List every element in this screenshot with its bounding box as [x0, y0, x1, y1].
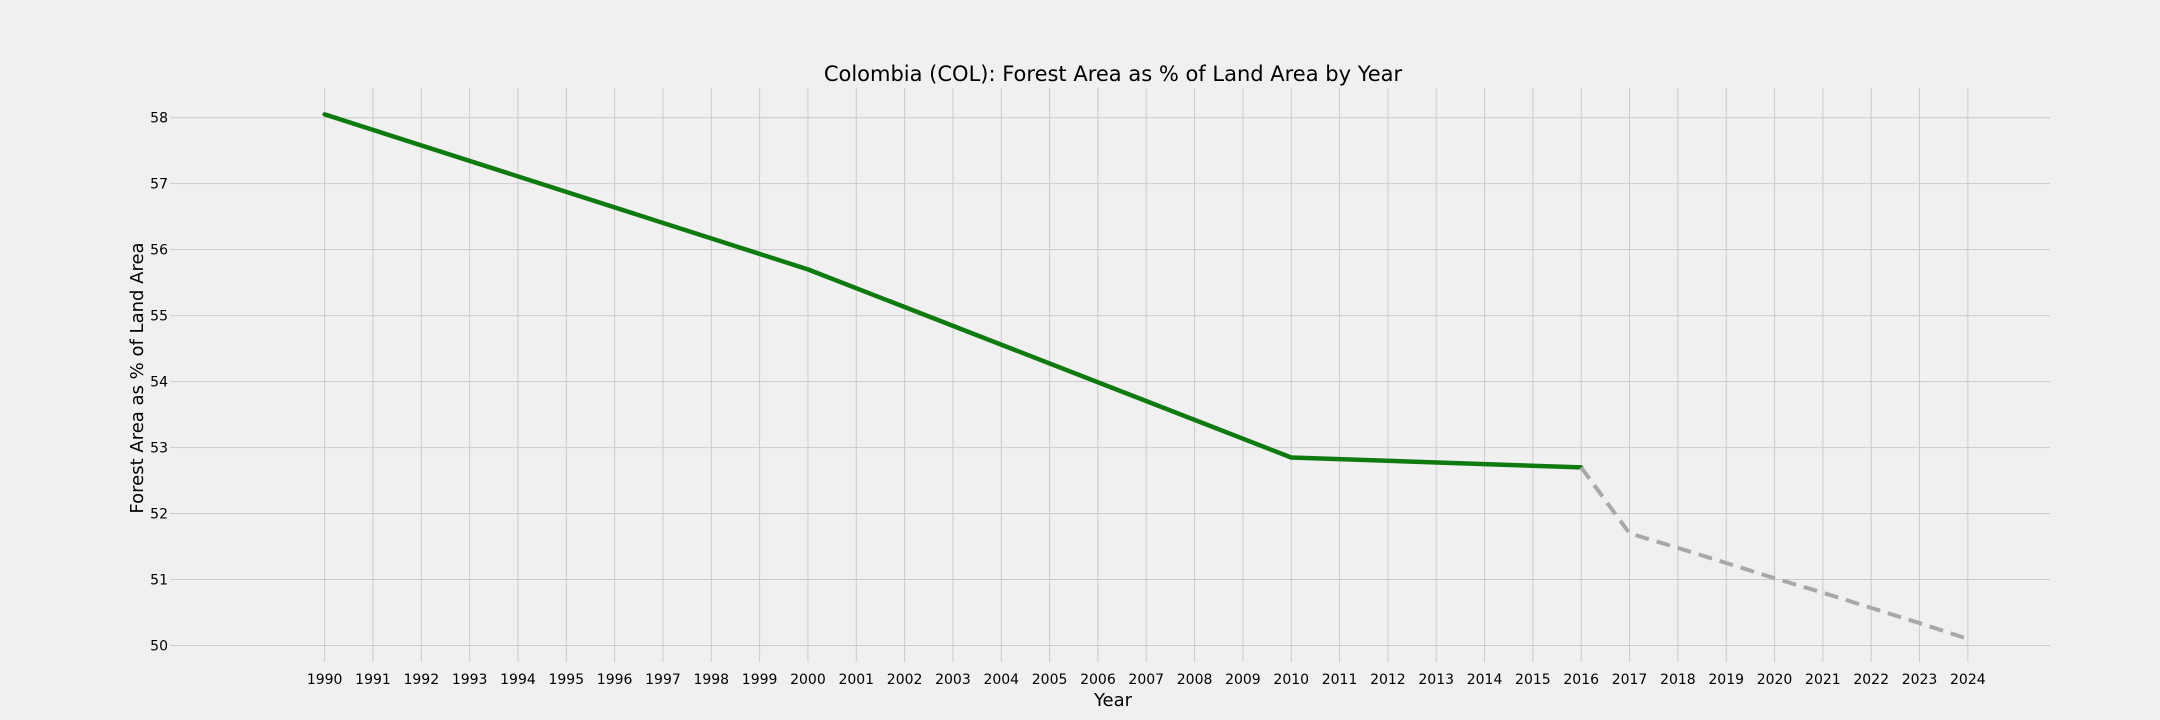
x-tick-label: 1990: [307, 672, 343, 688]
observed-series-line: [322, 112, 1584, 470]
x-tick-label: 2010: [1273, 672, 1309, 688]
x-tick-label: 2005: [1032, 672, 1068, 688]
y-tick-label: 55: [150, 309, 168, 325]
x-tick-label: 2022: [1853, 672, 1889, 688]
x-tick-label: 1991: [355, 672, 391, 688]
x-axis-label: Year: [1093, 690, 1133, 711]
x-tick-label: 2016: [1563, 672, 1599, 688]
x-axis-ticks: 1990 1991 1992 1993 1994 1995 1996 1997 1998 1999…: [307, 672, 1986, 688]
y-tick-label: 56: [150, 243, 168, 259]
x-tick-label: 2023: [1902, 672, 1938, 688]
x-tick-label: 1995: [548, 672, 584, 688]
x-tick-label: 2007: [1128, 672, 1164, 688]
y-axis-label: Forest Area as % of Land Area: [127, 242, 148, 513]
y-tick-label: 54: [150, 375, 168, 391]
x-tick-label: 1993: [452, 672, 488, 688]
x-tick-label: 1997: [645, 672, 681, 688]
x-tick-label: 2017: [1612, 672, 1648, 688]
x-tick-label: 2009: [1225, 672, 1261, 688]
x-tick-label: 1994: [500, 672, 536, 688]
x-tick-label: 2012: [1370, 672, 1406, 688]
x-tick-label: 2021: [1805, 672, 1841, 688]
x-tick-label: 2003: [935, 672, 971, 688]
y-tick-label: 57: [150, 177, 168, 193]
x-tick-label: 1999: [742, 672, 778, 688]
x-tick-label: 2024: [1950, 672, 1986, 688]
x-tick-label: 1992: [403, 672, 439, 688]
x-tick-label: 2019: [1708, 672, 1744, 688]
x-tick-label: 2011: [1322, 672, 1358, 688]
series-group: [322, 112, 1969, 641]
grid: [170, 88, 2050, 662]
x-tick-label: 2014: [1467, 672, 1503, 688]
x-tick-label: 2006: [1080, 672, 1116, 688]
y-tick-label: 51: [150, 573, 168, 589]
y-tick-label: 52: [150, 507, 168, 523]
x-tick-label: 2015: [1515, 672, 1551, 688]
x-tick-label: 2020: [1757, 672, 1793, 688]
x-tick-label: 1996: [597, 672, 633, 688]
projected-series-line: [1579, 466, 1969, 641]
chart-title: Colombia (COL): Forest Area as % of Land…: [824, 62, 1403, 86]
y-axis-ticks: 50 51 52 53 54 55 56 57 58: [150, 111, 168, 655]
y-tick-label: 50: [150, 639, 168, 655]
x-tick-label: 2002: [887, 672, 923, 688]
x-tick-label: 2008: [1177, 672, 1213, 688]
x-tick-label: 2001: [838, 672, 874, 688]
x-tick-label: 1998: [693, 672, 729, 688]
x-tick-label: 2013: [1418, 672, 1454, 688]
x-tick-label: 2000: [790, 672, 826, 688]
y-tick-label: 53: [150, 441, 168, 457]
y-tick-label: 58: [150, 111, 168, 127]
x-tick-label: 2018: [1660, 672, 1696, 688]
x-tick-label: 2004: [983, 672, 1019, 688]
